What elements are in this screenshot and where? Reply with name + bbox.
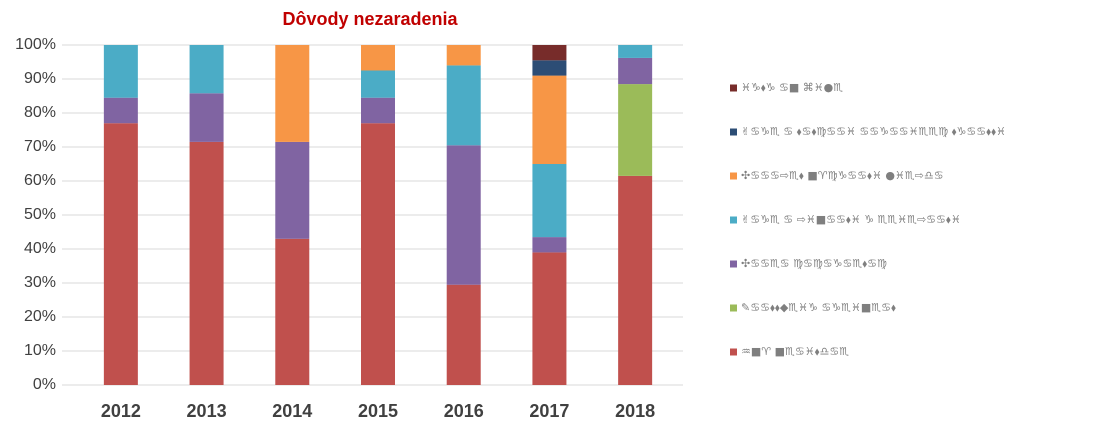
x-tick-label: 2015 (358, 401, 398, 421)
y-tick-label: 60% (24, 172, 56, 189)
y-tick-label: 40% (24, 240, 56, 257)
bar-segment (103, 97, 138, 124)
bar-segment (532, 252, 567, 385)
bar-segment (275, 141, 310, 239)
bar-segment (103, 45, 138, 98)
y-tick-label: 30% (24, 274, 56, 291)
bar-segment (275, 238, 310, 385)
legend-label: ♓♑⬧♑ ♋■ ⌘♓●♏ (741, 81, 843, 94)
y-tick-label: 20% (24, 308, 56, 325)
x-tick-label: 2012 (101, 401, 141, 421)
bar-segment (103, 123, 138, 385)
legend-label: ✎♋♋⬧⬧◆♏♓♑ ♋♑♏♓■♏♋⬧ (741, 301, 896, 314)
x-tick-label: 2017 (529, 401, 569, 421)
bar-segment (532, 164, 567, 238)
legend-label: ✣♋♋♏♋ ♍♋♍♋♑♋♏⬧♋♍ (741, 257, 887, 270)
bar-segment (189, 93, 224, 142)
bar-segment (446, 284, 481, 385)
chart-title: Dôvody nezaradenia (282, 9, 458, 29)
legend-swatch (730, 216, 737, 224)
bar-segment (618, 84, 653, 176)
legend-label: ✌♋♑♏ ♋ ⇨♓■♋♋⬧♓ ♑ ♏♏♓♏⇨♋♋⬧♓ (741, 213, 961, 226)
legend-swatch (730, 84, 737, 92)
y-tick-label: 100% (15, 36, 56, 53)
legend-swatch (730, 304, 737, 312)
bar-segment (189, 141, 224, 385)
bar-segment (446, 45, 481, 66)
bar-segment (361, 123, 395, 385)
bar-segment (189, 45, 224, 94)
x-tick-label: 2018 (615, 401, 655, 421)
x-tick-label: 2014 (272, 401, 312, 421)
legend-label: ♒■♈ ■♏♋♓⬧♎♋♏ (741, 345, 849, 358)
y-tick-label: 90% (24, 70, 56, 87)
legend-swatch (730, 260, 737, 268)
bar-segment (275, 45, 310, 142)
legend-label: ✌♋♑♏ ♋ ⬧♋⬧♍♋♋♓ ♋♋♑♋♋♓♏♏♍ ⬧♑♋♋⬧⬧♓ (741, 125, 1006, 138)
y-tick-label: 10% (24, 342, 56, 359)
legend-swatch (730, 128, 737, 136)
x-tick-label: 2013 (187, 401, 227, 421)
bar-segment (361, 45, 395, 71)
y-tick-label: 0% (33, 376, 56, 393)
bar-segment (532, 75, 567, 164)
bar-segment (618, 45, 653, 58)
bar-segment (532, 237, 567, 253)
bar-segment (532, 45, 567, 61)
y-tick-label: 80% (24, 104, 56, 121)
bar-segment (361, 97, 395, 124)
legend-label: ✣♋♋♋⇨♏⬧ ■♈♍♑♋♋⬧♓ ●♓♏⇨♎♋ (741, 169, 944, 182)
bar-segment (446, 65, 481, 146)
legend-swatch (730, 172, 737, 180)
bar-segment (446, 145, 481, 285)
x-tick-label: 2016 (444, 401, 484, 421)
bar-segment (532, 60, 567, 76)
legend-swatch (730, 348, 737, 356)
y-tick-label: 50% (24, 206, 56, 223)
y-tick-label: 70% (24, 138, 56, 155)
bar-segment (618, 175, 653, 385)
bar-segment (361, 70, 395, 98)
bar-segment (618, 57, 653, 85)
